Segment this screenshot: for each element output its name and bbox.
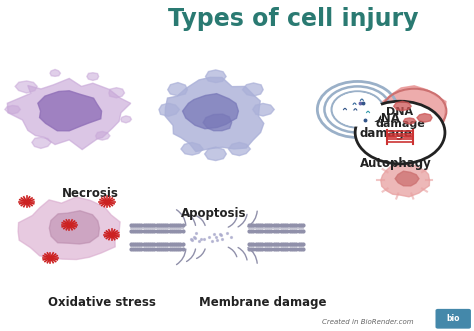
Polygon shape [38, 91, 101, 131]
Polygon shape [182, 94, 238, 129]
Text: DNA
damage: DNA damage [359, 112, 412, 140]
Polygon shape [121, 116, 131, 123]
Circle shape [355, 101, 445, 164]
Polygon shape [403, 118, 416, 124]
Polygon shape [168, 82, 187, 96]
Polygon shape [381, 163, 429, 197]
Text: Created in BioRender.com: Created in BioRender.com [322, 319, 414, 325]
Polygon shape [253, 103, 274, 116]
Text: Necrosis: Necrosis [62, 187, 119, 200]
Polygon shape [49, 211, 100, 244]
Polygon shape [5, 106, 20, 114]
Polygon shape [181, 142, 203, 155]
Text: Oxidative stress: Oxidative stress [48, 296, 156, 309]
Polygon shape [394, 101, 411, 111]
Polygon shape [8, 78, 131, 150]
Polygon shape [159, 103, 180, 116]
Polygon shape [109, 88, 125, 98]
Text: Apoptosis: Apoptosis [181, 207, 246, 220]
Polygon shape [395, 171, 419, 186]
Polygon shape [165, 77, 264, 152]
Polygon shape [15, 81, 37, 93]
Text: Types of cell injury: Types of cell injury [168, 7, 419, 31]
Polygon shape [383, 86, 446, 135]
Text: DNA
damage: DNA damage [375, 107, 425, 129]
Polygon shape [87, 73, 99, 80]
FancyBboxPatch shape [436, 309, 471, 329]
Polygon shape [417, 114, 432, 122]
Polygon shape [50, 70, 60, 76]
Polygon shape [96, 131, 110, 140]
Polygon shape [228, 142, 250, 156]
Text: Membrane damage: Membrane damage [199, 296, 327, 309]
Circle shape [333, 92, 382, 126]
Polygon shape [32, 137, 51, 148]
Polygon shape [243, 83, 263, 96]
Polygon shape [205, 147, 227, 161]
Polygon shape [206, 70, 226, 83]
Polygon shape [18, 197, 120, 260]
Text: bio: bio [446, 314, 460, 323]
Text: Autophagy: Autophagy [360, 157, 432, 170]
Polygon shape [203, 114, 232, 131]
